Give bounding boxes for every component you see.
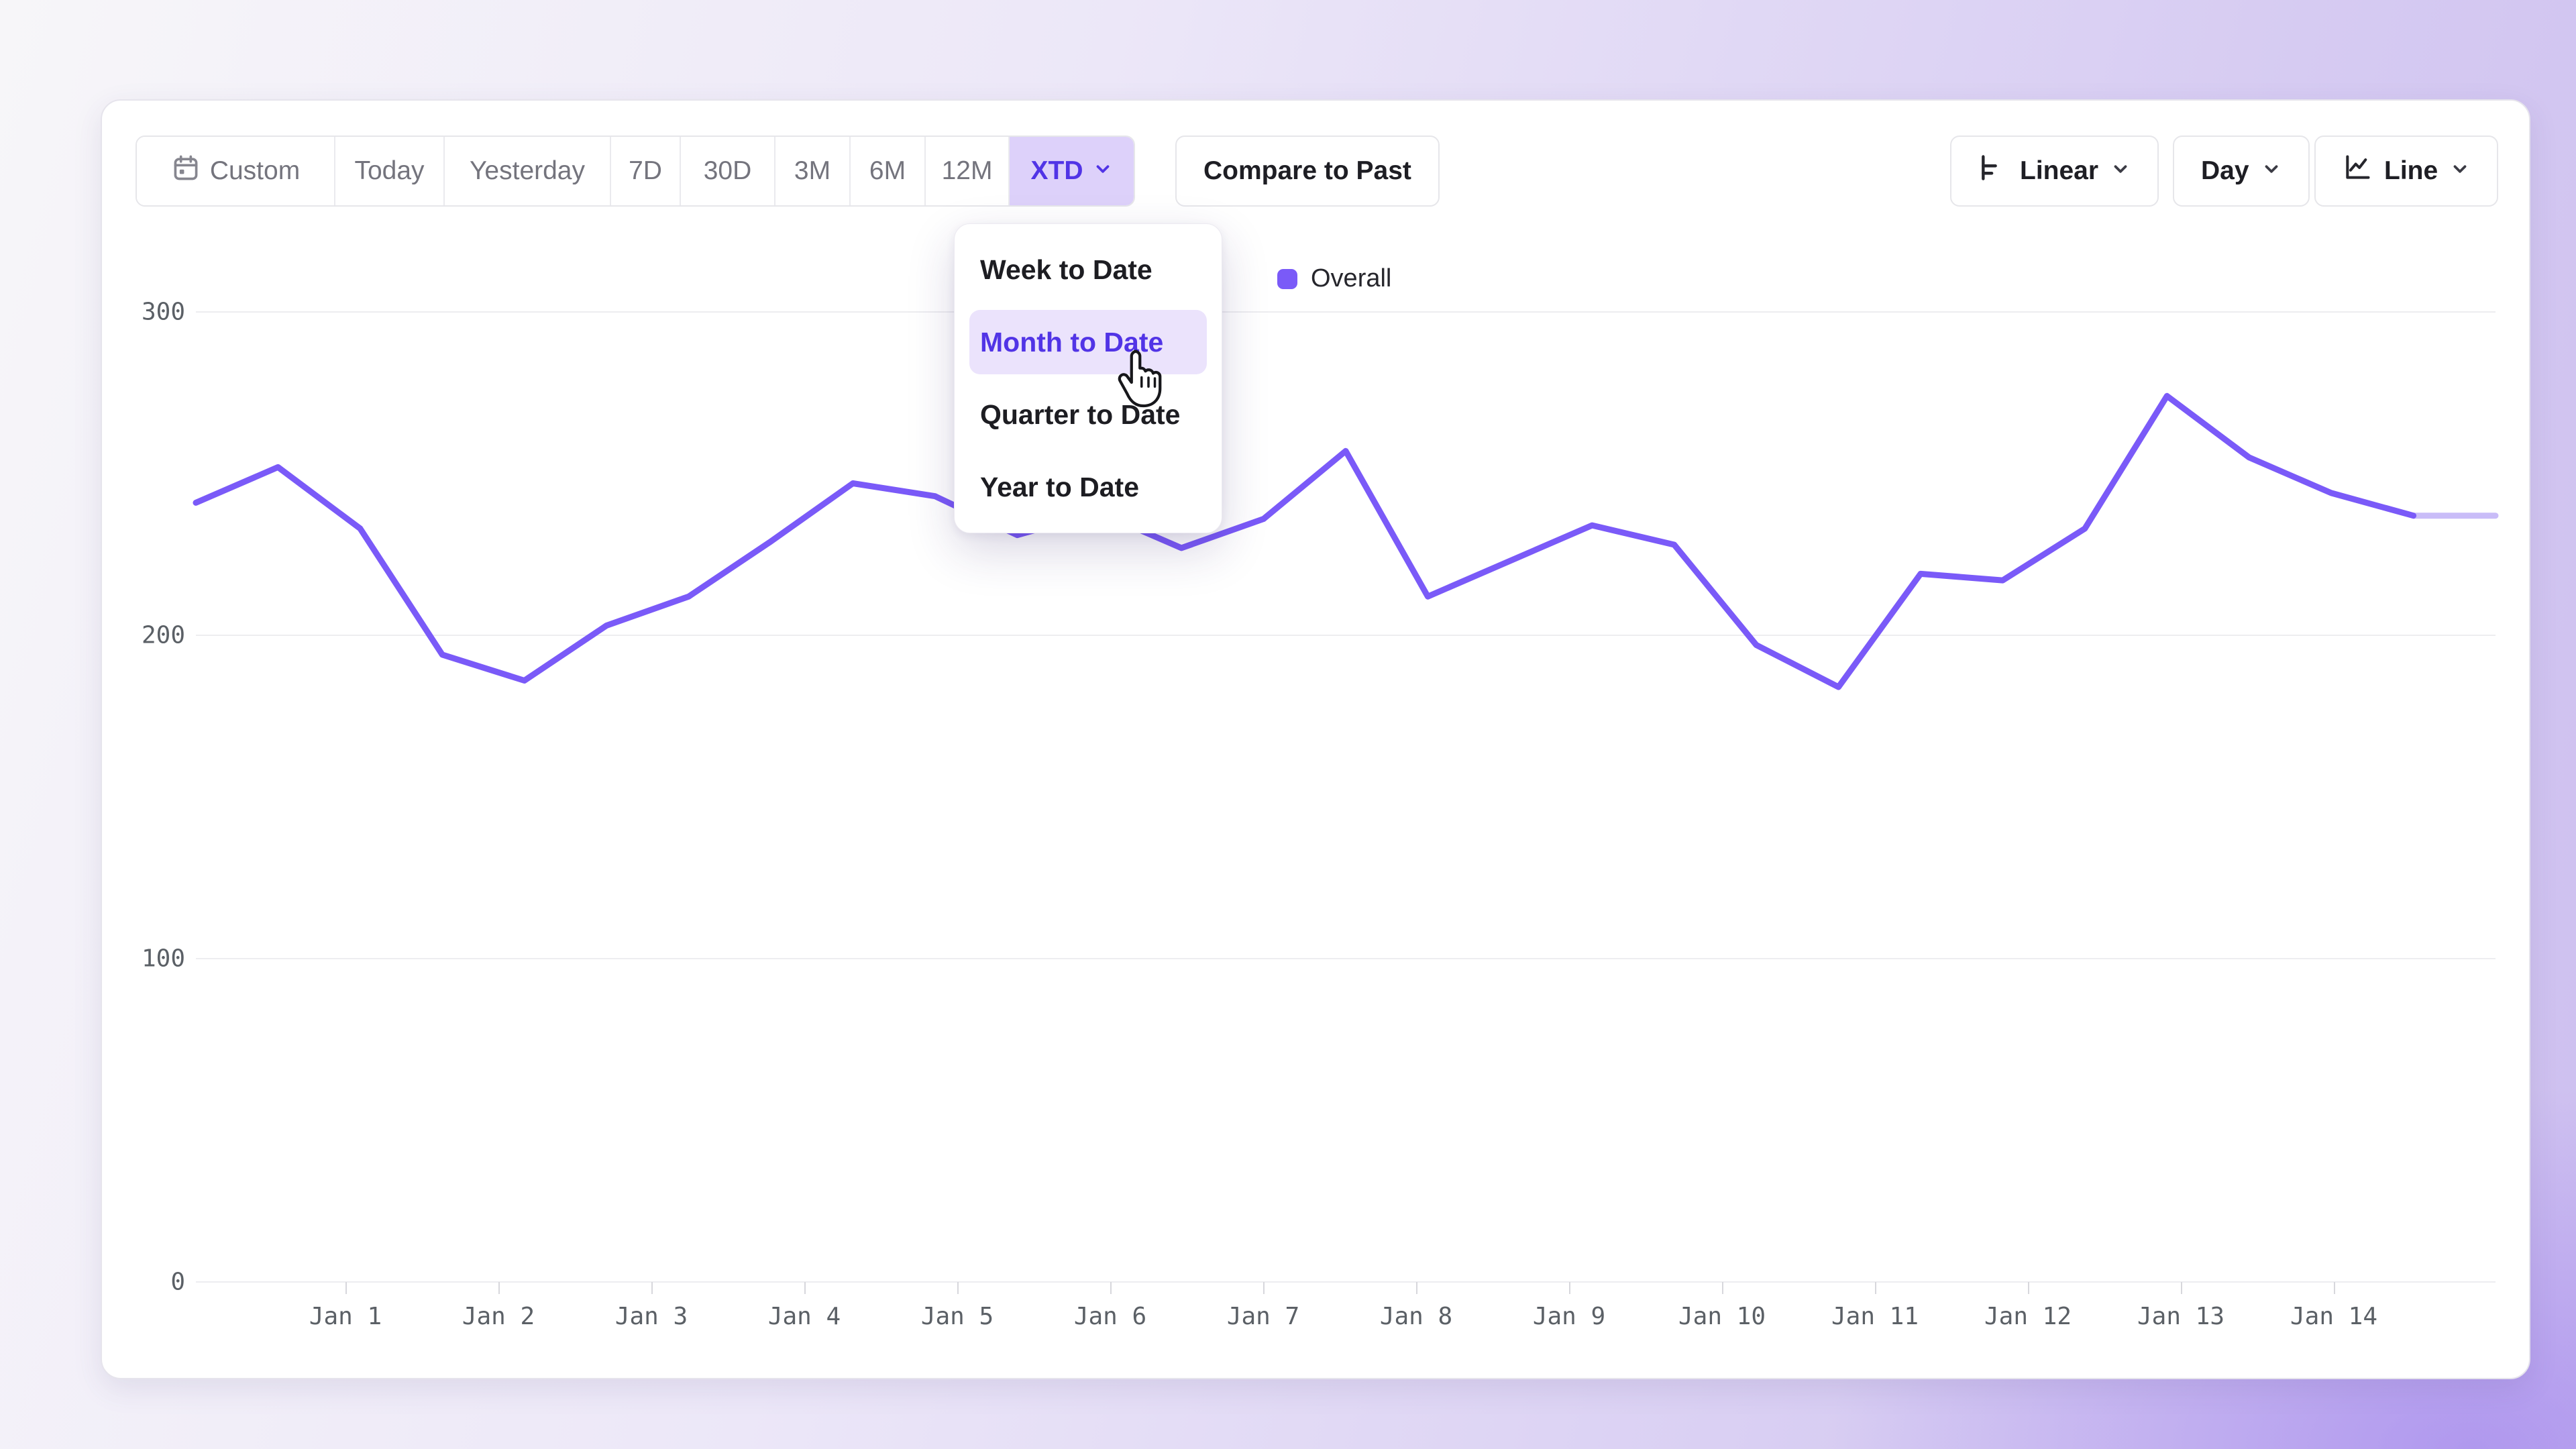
chart-type-dropdown-label: Line (2384, 156, 2438, 185)
date-range-label: Custom (209, 156, 301, 185)
linear-scale-icon (1978, 153, 2008, 189)
line-series-overall (193, 392, 2499, 690)
date-range-3m[interactable]: 3M (774, 137, 849, 205)
date-range-group: Custom Today Yesterday 7D 30D 3M 6M 12M XTD (136, 136, 1135, 207)
x-axis-tick (345, 1282, 347, 1294)
chevron-down-icon (2110, 156, 2131, 186)
insights-card: Custom Today Yesterday 7D 30D 3M 6M 12M XTD Comp… (101, 99, 2530, 1379)
x-axis-label-jan-2: Jan 2 (462, 1303, 535, 1330)
x-axis-tick (2181, 1282, 2182, 1294)
date-range-custom[interactable]: Custom (137, 137, 334, 205)
date-range-6m[interactable]: 6M (849, 137, 924, 205)
date-range-label: 12M (941, 156, 993, 185)
date-range-label: Today (354, 156, 425, 185)
gridline-y-0 (196, 1281, 2496, 1283)
scale-dropdown-label: Linear (2020, 156, 2099, 185)
scale-dropdown-button[interactable]: Linear (1950, 136, 2159, 207)
x-axis-tick (1416, 1282, 1417, 1294)
gridline-y-300 (196, 311, 2496, 313)
x-axis-label-jan-3: Jan 3 (614, 1303, 688, 1330)
calendar-icon (171, 153, 201, 189)
chevron-down-icon (1093, 156, 1113, 186)
x-axis-tick (1722, 1282, 1723, 1294)
menu-item-year-to-date[interactable]: Year to Date (969, 455, 1207, 519)
menu-item-label: Year to Date (980, 471, 1139, 502)
chart-type-dropdown-button[interactable]: Line (2314, 136, 2499, 207)
x-axis-tick (651, 1282, 653, 1294)
y-axis-label-0: 0 (170, 1268, 185, 1296)
y-axis-label-200: 200 (141, 621, 185, 649)
hand-pointer-cursor (1115, 349, 1163, 413)
x-axis-label-jan-14: Jan 14 (2290, 1303, 2378, 1330)
x-axis-tick (2334, 1282, 2335, 1294)
date-range-label: 30D (703, 156, 752, 185)
menu-item-week-to-date[interactable]: Week to Date (969, 237, 1207, 302)
x-axis-tick (1875, 1282, 1876, 1294)
date-range-label: 6M (869, 156, 906, 185)
date-range-dropdown: Week to Date Month to Date Quarter to Date… (954, 223, 1222, 533)
gridline-y-100 (196, 958, 2496, 959)
x-axis-label-jan-6: Jan 6 (1073, 1303, 1147, 1330)
x-axis-label-jan-9: Jan 9 (1532, 1303, 1606, 1330)
legend-swatch-overall (1277, 268, 1297, 289)
y-axis-label-300: 300 (141, 298, 185, 326)
gridline-y-200 (196, 635, 2496, 636)
interval-dropdown-label: Day (2201, 156, 2249, 185)
menu-item-quarter-to-date[interactable]: Quarter to Date (969, 382, 1207, 447)
x-axis-label-jan-11: Jan 11 (1831, 1303, 1919, 1330)
interval-dropdown-button[interactable]: Day (2173, 136, 2310, 207)
legend-label: Overall (1311, 264, 1392, 292)
x-axis-tick (2028, 1282, 2029, 1294)
x-axis-label-jan-8: Jan 8 (1379, 1303, 1453, 1330)
x-axis-tick (804, 1282, 806, 1294)
line-chart-icon (2343, 153, 2372, 189)
x-axis-label-jan-12: Jan 12 (1984, 1303, 2072, 1330)
date-range-12m[interactable]: 12M (924, 137, 1008, 205)
x-axis-tick (1569, 1282, 1570, 1294)
chevron-down-icon (2261, 156, 2282, 186)
x-axis-tick (1263, 1282, 1265, 1294)
x-axis-label-jan-4: Jan 4 (767, 1303, 841, 1330)
date-range-label: XTD (1030, 156, 1083, 185)
date-range-30d[interactable]: 30D (680, 137, 774, 205)
date-range-label: Yesterday (469, 156, 585, 185)
chevron-down-icon (2450, 156, 2470, 186)
date-range-xtd[interactable]: XTD (1008, 137, 1134, 205)
x-axis-tick (957, 1282, 959, 1294)
date-range-label: 3M (794, 156, 831, 185)
compare-to-past-button[interactable]: Compare to Past (1175, 136, 1440, 207)
x-axis-label-jan-7: Jan 7 (1226, 1303, 1300, 1330)
date-range-label: 7D (629, 156, 662, 185)
x-axis-tick (498, 1282, 500, 1294)
chart-legend: Overall (1277, 264, 1391, 293)
date-range-7d[interactable]: 7D (610, 137, 680, 205)
x-axis-label-jan-10: Jan 10 (1678, 1303, 1766, 1330)
date-range-yesterday[interactable]: Yesterday (443, 137, 610, 205)
compare-to-past-label: Compare to Past (1203, 156, 1411, 185)
y-axis-label-100: 100 (141, 945, 185, 973)
x-axis-label-jan-13: Jan 13 (2137, 1303, 2225, 1330)
date-range-today[interactable]: Today (334, 137, 443, 205)
x-axis-label-jan-1: Jan 1 (309, 1303, 382, 1330)
menu-item-label: Week to Date (980, 254, 1152, 285)
x-axis-tick (1110, 1282, 1112, 1294)
menu-item-month-to-date[interactable]: Month to Date (969, 310, 1207, 374)
x-axis-label-jan-5: Jan 5 (920, 1303, 994, 1330)
